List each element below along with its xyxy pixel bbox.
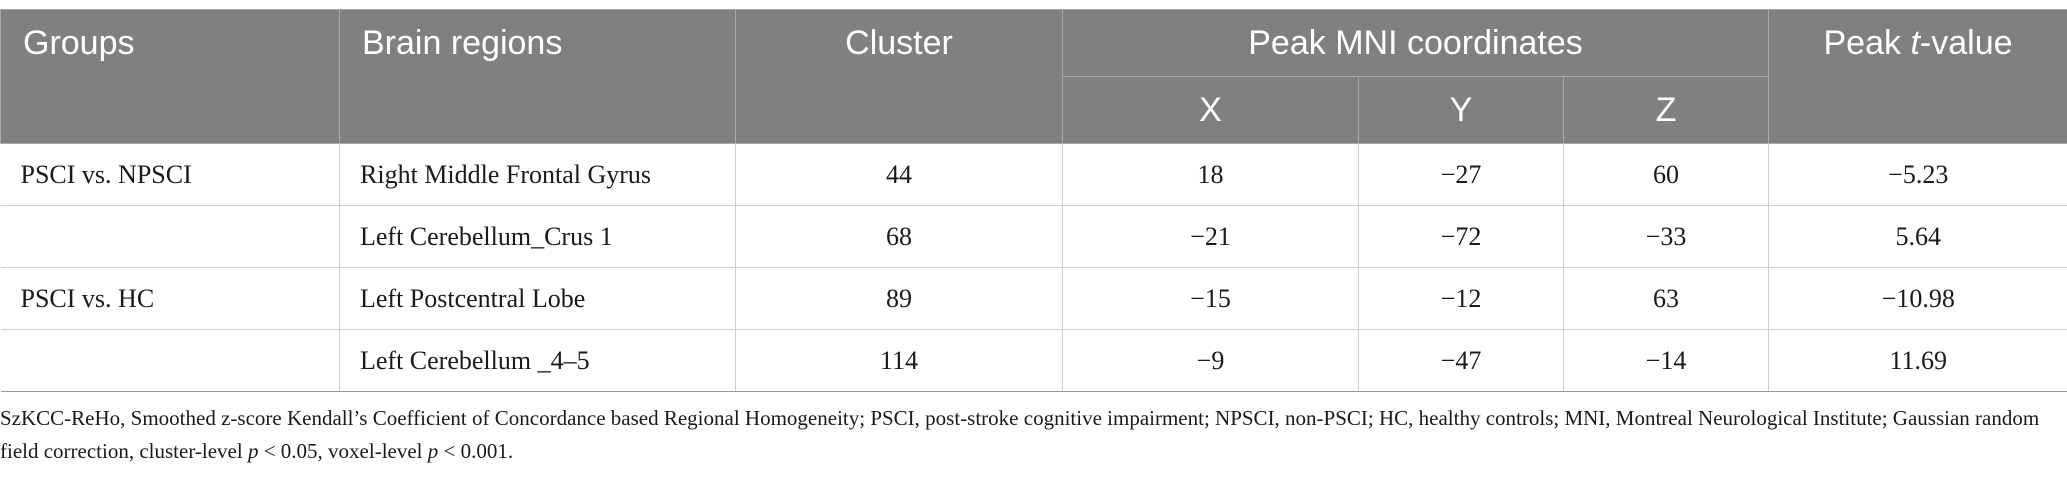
header-x: X [1062, 76, 1359, 144]
footnote-p-symbol: p [247, 439, 259, 463]
cell-x: −21 [1062, 205, 1359, 268]
cell-cluster: 68 [735, 205, 1063, 268]
table-footnote: SzKCC-ReHo, Smoothed z-score Kendall’s C… [0, 402, 2050, 468]
table-header: Groups Brain regions Cluster Peak MNI co… [0, 9, 2067, 144]
header-peak-t-suffix: -value [1919, 24, 2013, 62]
table-row: PSCI vs. NPSCI Right Middle Frontal Gyru… [0, 143, 2067, 206]
cell-y: −12 [1358, 267, 1564, 330]
header-peak-t-italic: t [1910, 24, 1920, 62]
cell-cluster: 89 [735, 267, 1063, 330]
cell-y: −27 [1358, 143, 1564, 206]
footnote-text: < 0.05, voxel-level [258, 439, 428, 463]
footnote-text: SzKCC-ReHo, Smoothed z-score Kendall’s C… [0, 406, 2040, 463]
cell-y: −72 [1358, 205, 1564, 268]
table-body: PSCI vs. NPSCI Right Middle Frontal Gyru… [0, 143, 2067, 392]
results-table: Groups Brain regions Cluster Peak MNI co… [0, 9, 2067, 392]
table-row: Left Cerebellum_Crus 1 68 −21 −72 −33 5.… [0, 205, 2067, 268]
cell-x: −15 [1062, 267, 1359, 330]
header-groups: Groups [0, 9, 340, 144]
footnote-p-symbol: p [427, 439, 439, 463]
cell-z: −33 [1562, 205, 1770, 268]
header-peak-mni: Peak MNI coordinates [1061, 9, 1770, 77]
cell-group [0, 329, 340, 392]
header-peak-t-value: Peak t-value [1768, 9, 2067, 144]
header-peak-t-prefix: Peak [1823, 24, 1911, 62]
cell-region: Left Cerebellum _4–5 [339, 329, 736, 392]
header-z: Z [1562, 76, 1770, 144]
cell-group: PSCI vs. NPSCI [0, 143, 340, 206]
cell-region: Left Cerebellum_Crus 1 [339, 205, 736, 268]
cell-t-value: −5.23 [1768, 143, 2067, 206]
cell-region: Right Middle Frontal Gyrus [339, 143, 736, 206]
cell-y: −47 [1358, 329, 1564, 392]
cell-region: Left Postcentral Lobe [339, 267, 736, 330]
cell-z: 60 [1562, 143, 1770, 206]
table-row: Left Cerebellum _4–5 114 −9 −47 −14 11.6… [0, 329, 2067, 392]
cell-z: 63 [1562, 267, 1770, 330]
header-cluster: Cluster [735, 9, 1063, 144]
cell-group: PSCI vs. HC [0, 267, 340, 330]
cell-t-value: −10.98 [1768, 267, 2067, 330]
cell-z: −14 [1562, 329, 1770, 392]
cell-x: 18 [1062, 143, 1359, 206]
cell-t-value: 5.64 [1768, 205, 2067, 268]
cell-cluster: 44 [735, 143, 1063, 206]
cell-cluster: 114 [735, 329, 1063, 392]
cell-group [0, 205, 340, 268]
table-row: PSCI vs. HC Left Postcentral Lobe 89 −15… [0, 267, 2067, 330]
header-brain-regions: Brain regions [339, 9, 736, 144]
header-y: Y [1358, 76, 1564, 144]
cell-t-value: 11.69 [1768, 329, 2067, 392]
cell-x: −9 [1062, 329, 1359, 392]
footnote-text: < 0.001. [438, 439, 514, 463]
